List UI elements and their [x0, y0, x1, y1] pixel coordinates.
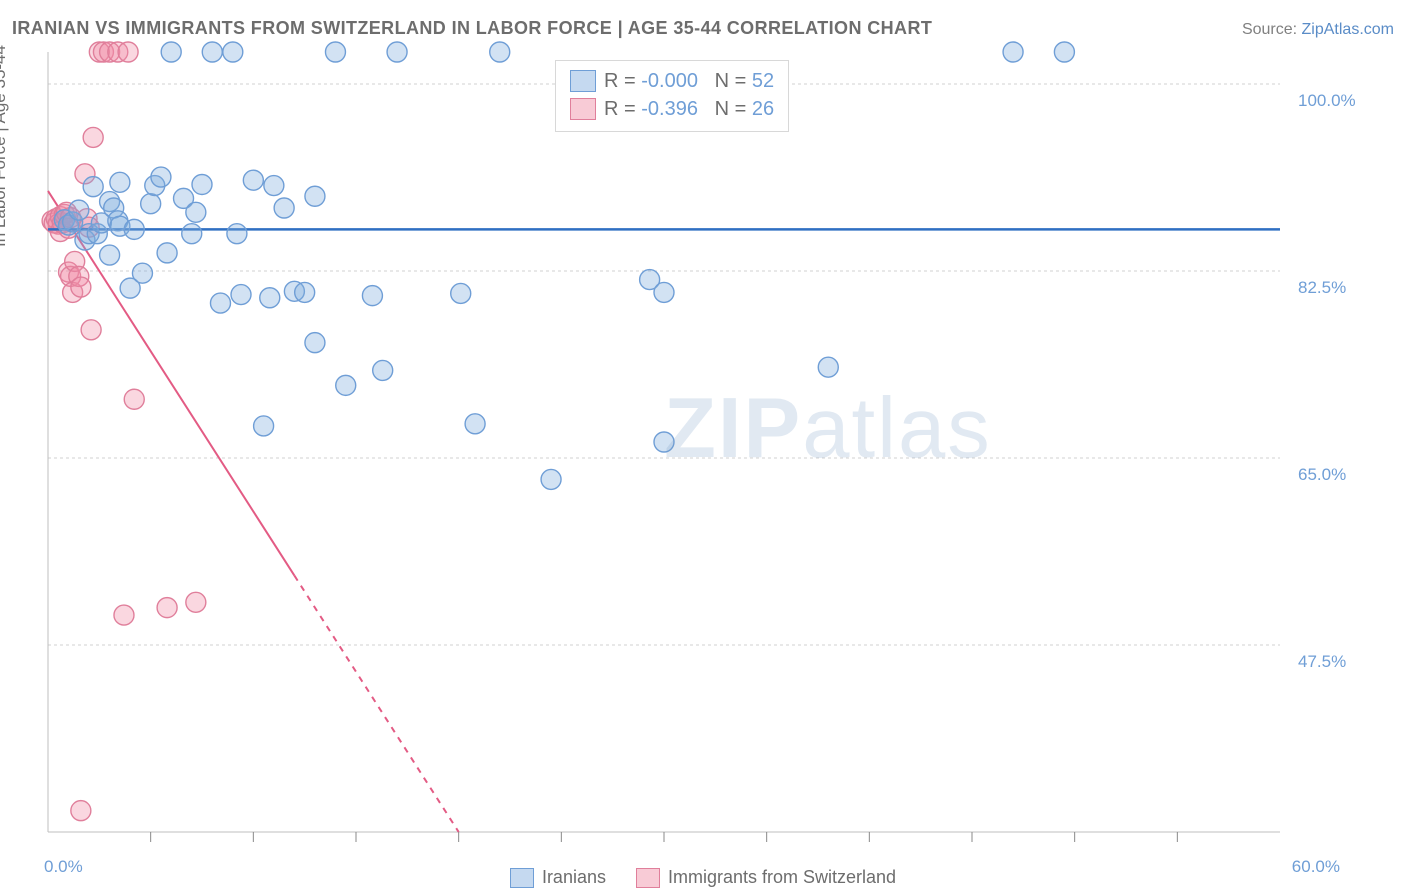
svg-text:82.5%: 82.5% [1298, 278, 1346, 297]
legend-row-iranians: R = -0.000 N = 52 [570, 67, 774, 95]
svg-text:65.0%: 65.0% [1298, 465, 1346, 484]
svg-text:100.0%: 100.0% [1298, 91, 1356, 110]
scatter-plot: 100.0%82.5%65.0%47.5%0.0%60.0% [48, 52, 1280, 832]
n-value-iranians: 52 [752, 70, 774, 92]
legend-swatch-icon [510, 868, 534, 888]
legend-label-iranians: Iranians [542, 867, 606, 888]
y-axis-label: In Labor Force | Age 35-44 [0, 0, 10, 296]
r-value-iranians: -0.000 [641, 70, 698, 92]
legend-item-swiss: Immigrants from Switzerland [636, 867, 896, 888]
correlation-legend: R = -0.000 N = 52 R = -0.396 N = 26 [555, 60, 789, 132]
legend-swatch-swiss [570, 98, 596, 120]
series-legend: Iranians Immigrants from Switzerland [0, 867, 1406, 888]
legend-swatch-icon [636, 868, 660, 888]
chart-title: IRANIAN VS IMMIGRANTS FROM SWITZERLAND I… [12, 18, 932, 39]
source-label: Source: ZipAtlas.com [1242, 21, 1394, 39]
svg-text:47.5%: 47.5% [1298, 652, 1346, 671]
legend-label-swiss: Immigrants from Switzerland [668, 867, 896, 888]
source-link[interactable]: ZipAtlas.com [1302, 21, 1394, 38]
legend-item-iranians: Iranians [510, 867, 606, 888]
n-value-swiss: 26 [752, 98, 774, 120]
r-value-swiss: -0.396 [641, 98, 698, 120]
legend-row-swiss: R = -0.396 N = 26 [570, 95, 774, 123]
legend-swatch-iranians [570, 70, 596, 92]
